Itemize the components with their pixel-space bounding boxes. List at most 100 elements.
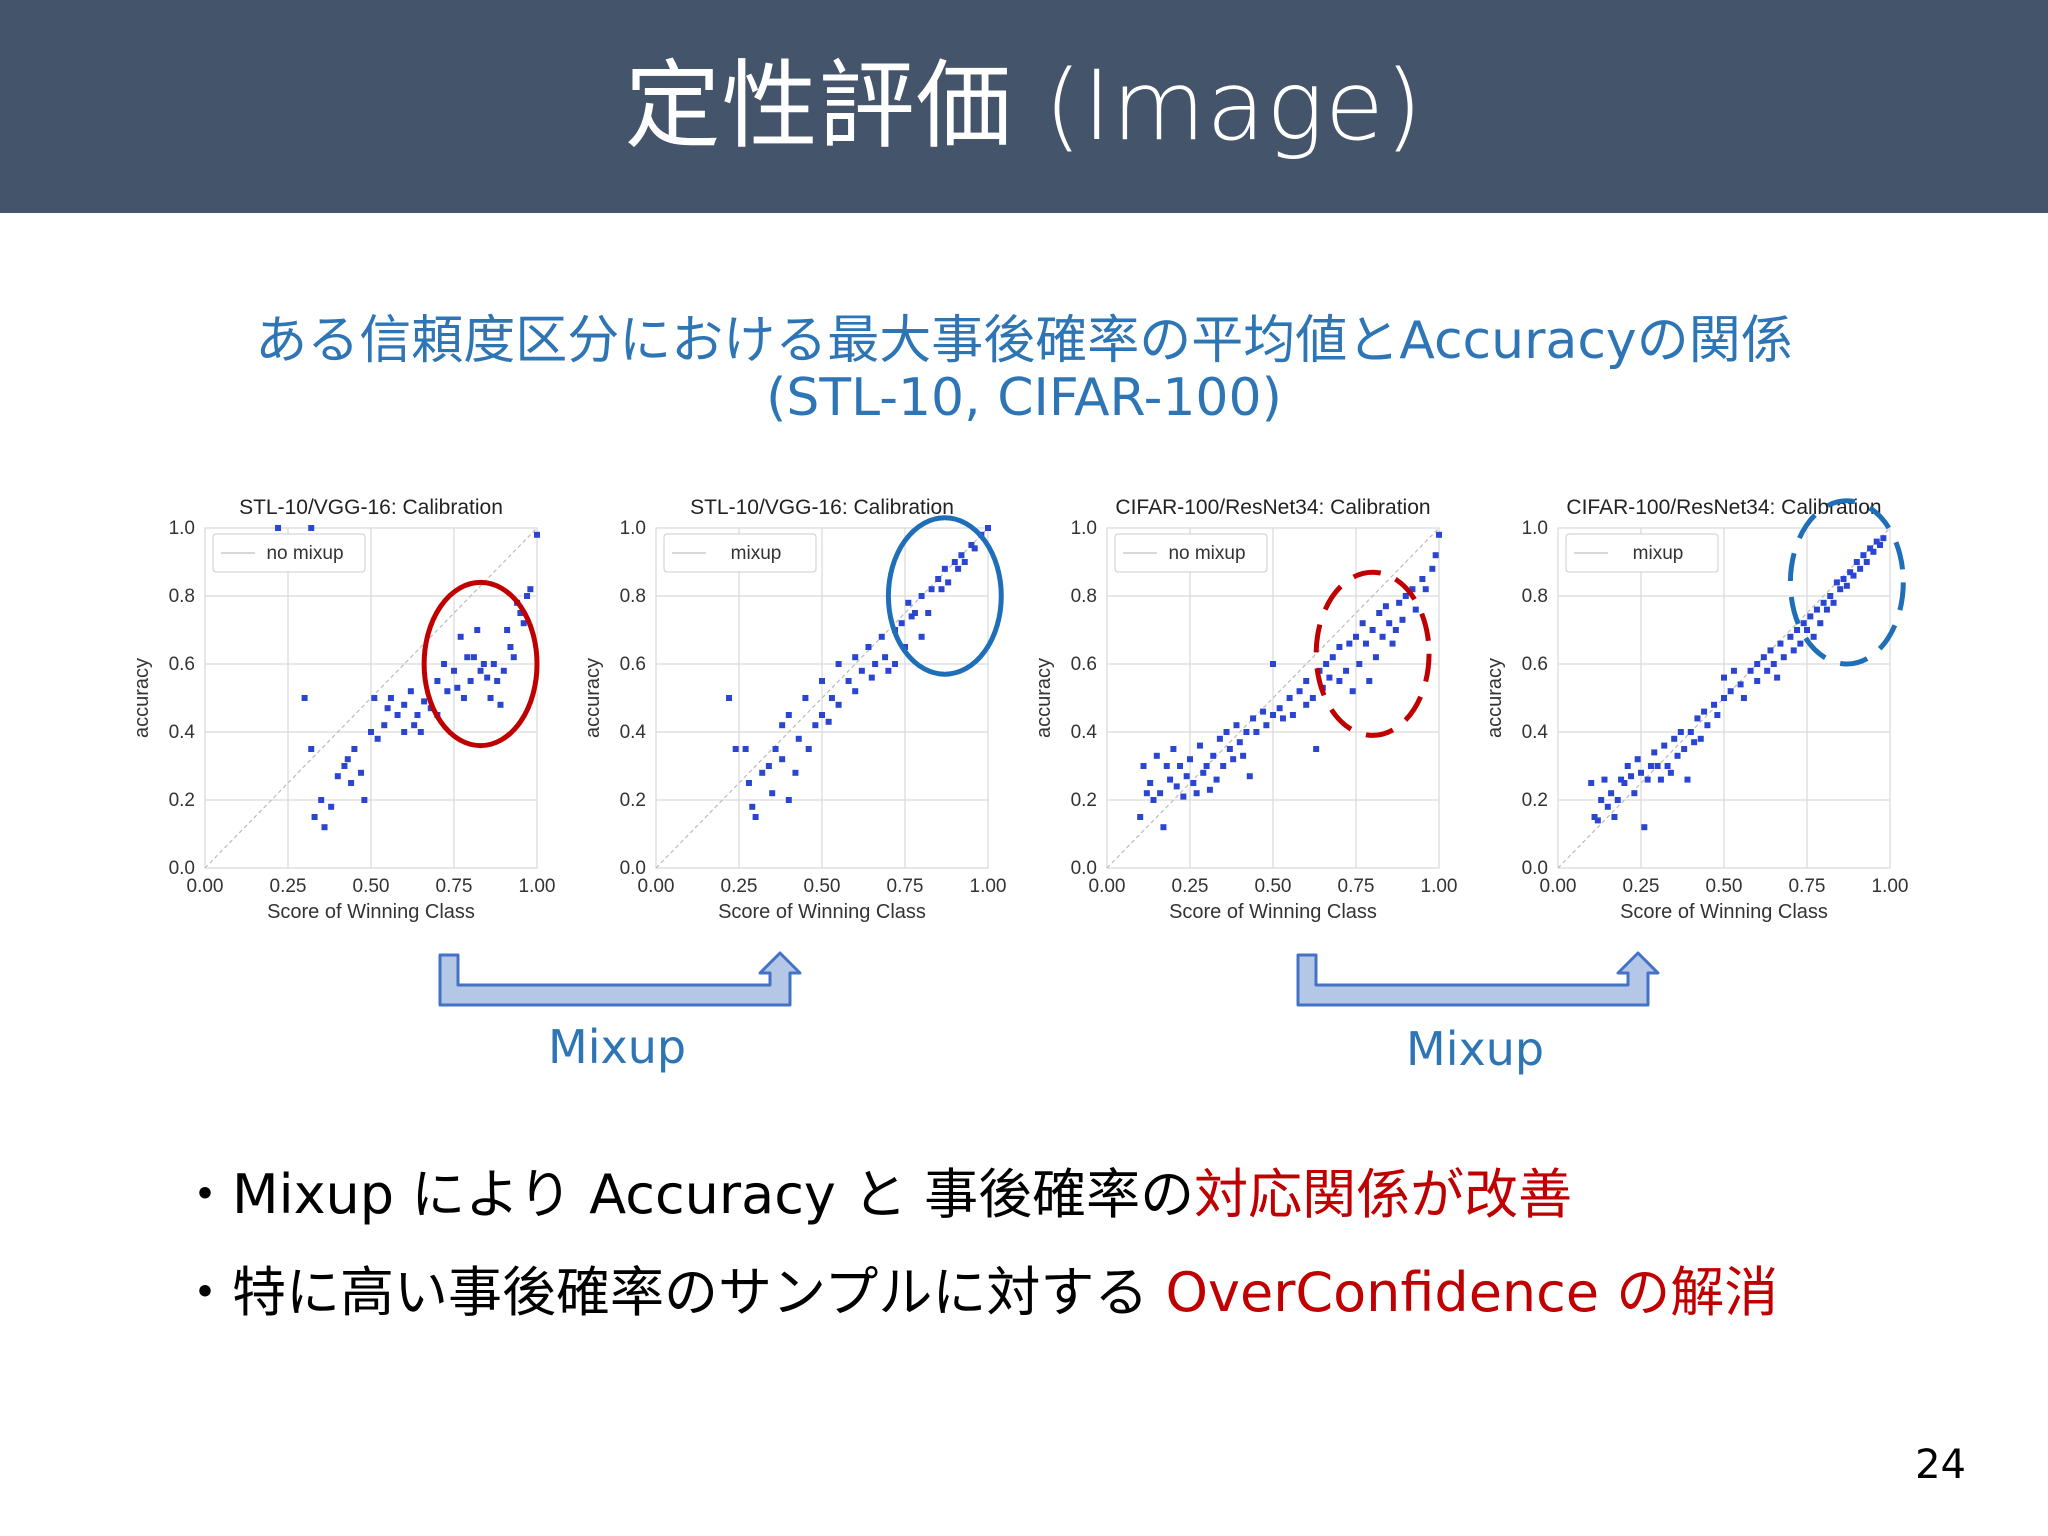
data-point bbox=[872, 661, 879, 667]
x-tick-label: 0.50 bbox=[804, 876, 841, 897]
x-tick-label: 0.00 bbox=[187, 876, 224, 897]
y-tick-label: 0.8 bbox=[620, 586, 646, 607]
data-point bbox=[474, 627, 481, 633]
mixup-arrow-1 bbox=[438, 951, 802, 1007]
legend-box bbox=[1114, 533, 1268, 573]
data-point bbox=[1183, 773, 1190, 780]
data-point bbox=[1608, 790, 1615, 797]
data-point bbox=[1329, 654, 1336, 661]
data-point bbox=[795, 735, 802, 742]
data-point bbox=[510, 654, 517, 661]
data-point bbox=[308, 525, 315, 531]
x-tick-label: 0.75 bbox=[1338, 876, 1375, 897]
y-tick-label: 0.2 bbox=[169, 790, 195, 811]
data-point bbox=[1236, 739, 1243, 746]
data-point bbox=[351, 746, 358, 752]
y-axis-label: accuracy bbox=[1484, 658, 1506, 738]
data-point bbox=[1359, 620, 1366, 627]
data-point bbox=[534, 531, 540, 538]
data-point bbox=[1740, 695, 1747, 701]
data-point bbox=[1850, 572, 1857, 579]
data-point bbox=[371, 695, 378, 701]
bullet-marker: ・ bbox=[178, 1163, 232, 1226]
data-point bbox=[911, 610, 918, 616]
data-point bbox=[1276, 705, 1283, 712]
data-point bbox=[381, 722, 388, 729]
data-point bbox=[321, 824, 328, 831]
data-point bbox=[1880, 535, 1887, 542]
data-point bbox=[1170, 746, 1177, 752]
data-point bbox=[955, 565, 962, 572]
data-point bbox=[1647, 763, 1654, 769]
data-point bbox=[1376, 610, 1383, 616]
bullet-marker: ・ bbox=[178, 1261, 232, 1324]
data-point bbox=[1260, 708, 1267, 715]
data-point bbox=[1697, 735, 1704, 742]
data-point bbox=[898, 620, 905, 627]
data-point bbox=[1618, 776, 1625, 783]
legend-label: no mixup bbox=[266, 543, 343, 564]
data-point bbox=[819, 712, 825, 718]
data-point bbox=[779, 722, 786, 729]
data-point bbox=[1777, 640, 1784, 647]
data-point bbox=[318, 797, 325, 803]
diagonal-line bbox=[1557, 527, 1891, 869]
data-point bbox=[779, 756, 786, 763]
data-point bbox=[1246, 773, 1253, 780]
data-point bbox=[517, 610, 524, 616]
data-point bbox=[1432, 552, 1439, 559]
data-point bbox=[772, 746, 779, 752]
data-point bbox=[1140, 763, 1147, 769]
x-tick-label: 0.75 bbox=[887, 876, 924, 897]
data-point bbox=[805, 746, 812, 752]
data-point bbox=[1389, 640, 1396, 647]
data-point bbox=[484, 674, 491, 681]
data-point bbox=[882, 654, 889, 661]
data-point bbox=[852, 688, 859, 695]
data-point bbox=[1780, 654, 1787, 661]
data-point bbox=[1827, 593, 1834, 599]
data-point bbox=[1704, 722, 1711, 729]
y-tick-label: 0.4 bbox=[1071, 722, 1098, 743]
y-tick-label: 0.2 bbox=[1071, 790, 1097, 811]
bullet-1-text: Mixup により Accuracy と 事後確率の bbox=[232, 1163, 1195, 1226]
data-point bbox=[1163, 763, 1170, 769]
data-point bbox=[1289, 712, 1296, 718]
data-point bbox=[726, 695, 733, 701]
chart-title: STL-10/VGG-16: Calibration bbox=[239, 496, 503, 519]
data-point bbox=[1362, 640, 1369, 647]
data-point bbox=[1624, 763, 1631, 769]
data-point bbox=[1187, 756, 1193, 763]
data-point bbox=[401, 701, 408, 708]
data-point bbox=[852, 654, 859, 661]
data-point bbox=[1190, 780, 1197, 786]
data-point bbox=[1250, 715, 1257, 722]
data-point bbox=[1807, 613, 1814, 620]
data-point bbox=[1820, 599, 1827, 606]
data-point bbox=[1157, 790, 1164, 797]
data-point bbox=[1147, 780, 1154, 786]
y-tick-label: 0.4 bbox=[620, 722, 647, 743]
chart-title: CIFAR-100/ResNet34: Calibration bbox=[1566, 496, 1881, 519]
data-point bbox=[1343, 667, 1350, 674]
y-tick-label: 1.0 bbox=[1522, 518, 1548, 539]
data-point bbox=[1787, 633, 1794, 640]
x-tick-label: 0.50 bbox=[1255, 876, 1292, 897]
data-point bbox=[1654, 763, 1661, 769]
data-point bbox=[451, 667, 457, 674]
data-point bbox=[1674, 752, 1681, 759]
data-point bbox=[1349, 688, 1356, 695]
x-tick-label: 1.00 bbox=[970, 876, 1007, 897]
data-point bbox=[1591, 814, 1598, 820]
chart-cifar100-mixup: CIFAR-100/ResNet34: Calibration 0.00 0.25 0… bbox=[1484, 496, 1908, 923]
data-point bbox=[1346, 640, 1353, 647]
diagonal-line bbox=[204, 527, 538, 869]
data-point bbox=[1661, 742, 1668, 749]
data-point bbox=[434, 678, 441, 684]
data-point bbox=[417, 729, 424, 735]
y-tick-label: 0.6 bbox=[620, 654, 646, 675]
data-point bbox=[865, 644, 872, 650]
mixup-label-1: Mixup bbox=[548, 1020, 687, 1074]
bullet-2: ・特に高い事後確率のサンプルに対する OverConfidence の解消 bbox=[178, 1248, 1778, 1327]
data-point bbox=[935, 576, 942, 582]
